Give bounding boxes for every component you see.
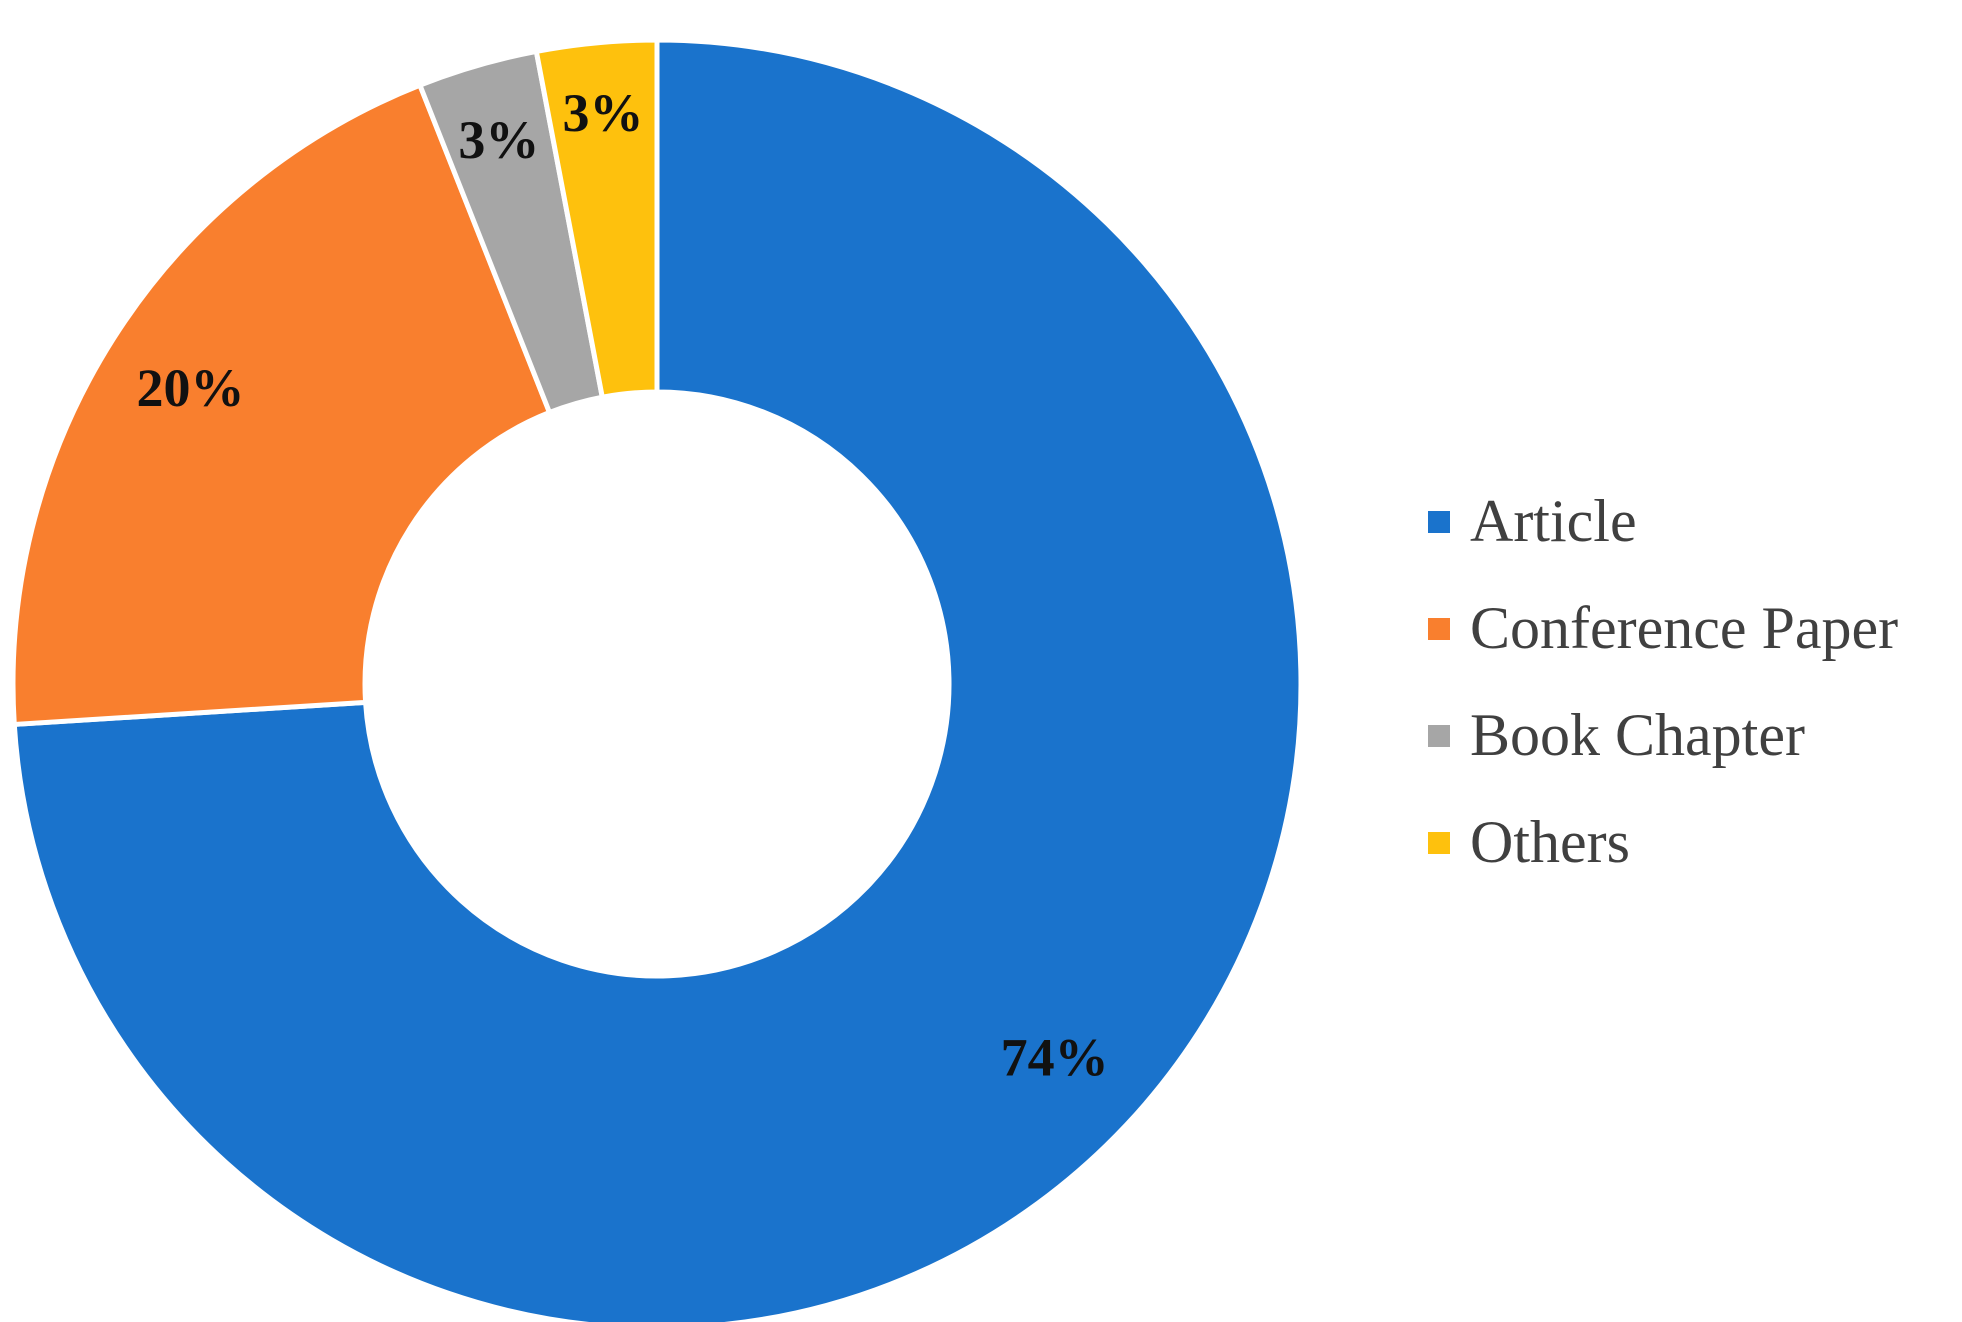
legend-swatch-icon [1428, 617, 1450, 640]
slice-others [533, 37, 660, 400]
legend-swatch-icon [1428, 724, 1450, 747]
legend-item-conference-paper: Conference Paper [1428, 575, 1898, 682]
legend-label: Others [1470, 809, 1630, 875]
legend-swatch-icon [1428, 831, 1450, 854]
slice-article [11, 37, 1304, 1322]
legend-item-others: Others [1428, 789, 1898, 896]
data-labels-group: 74% 20% 3% 3% [137, 83, 1109, 1087]
legend-item-book-chapter: Book Chapter [1428, 682, 1898, 789]
data-label-article: 74% [1001, 1027, 1109, 1087]
legend-swatch-icon [1428, 510, 1450, 533]
data-label-book-chapter: 3% [458, 110, 539, 170]
slice-conference-paper [10, 82, 553, 727]
legend-label: Conference Paper [1470, 595, 1899, 661]
donut-chart: 74% 20% 3% 3% [10, 37, 1304, 1322]
data-label-conference-paper: 20% [137, 358, 245, 418]
legend-label: Book Chapter [1470, 702, 1805, 768]
legend-label: Article [1470, 488, 1637, 554]
legend: Article Conference Paper Book Chapter Other… [1428, 468, 1898, 896]
data-label-others: 3% [563, 83, 644, 143]
slices-group [10, 37, 1304, 1322]
legend-item-article: Article [1428, 468, 1898, 575]
